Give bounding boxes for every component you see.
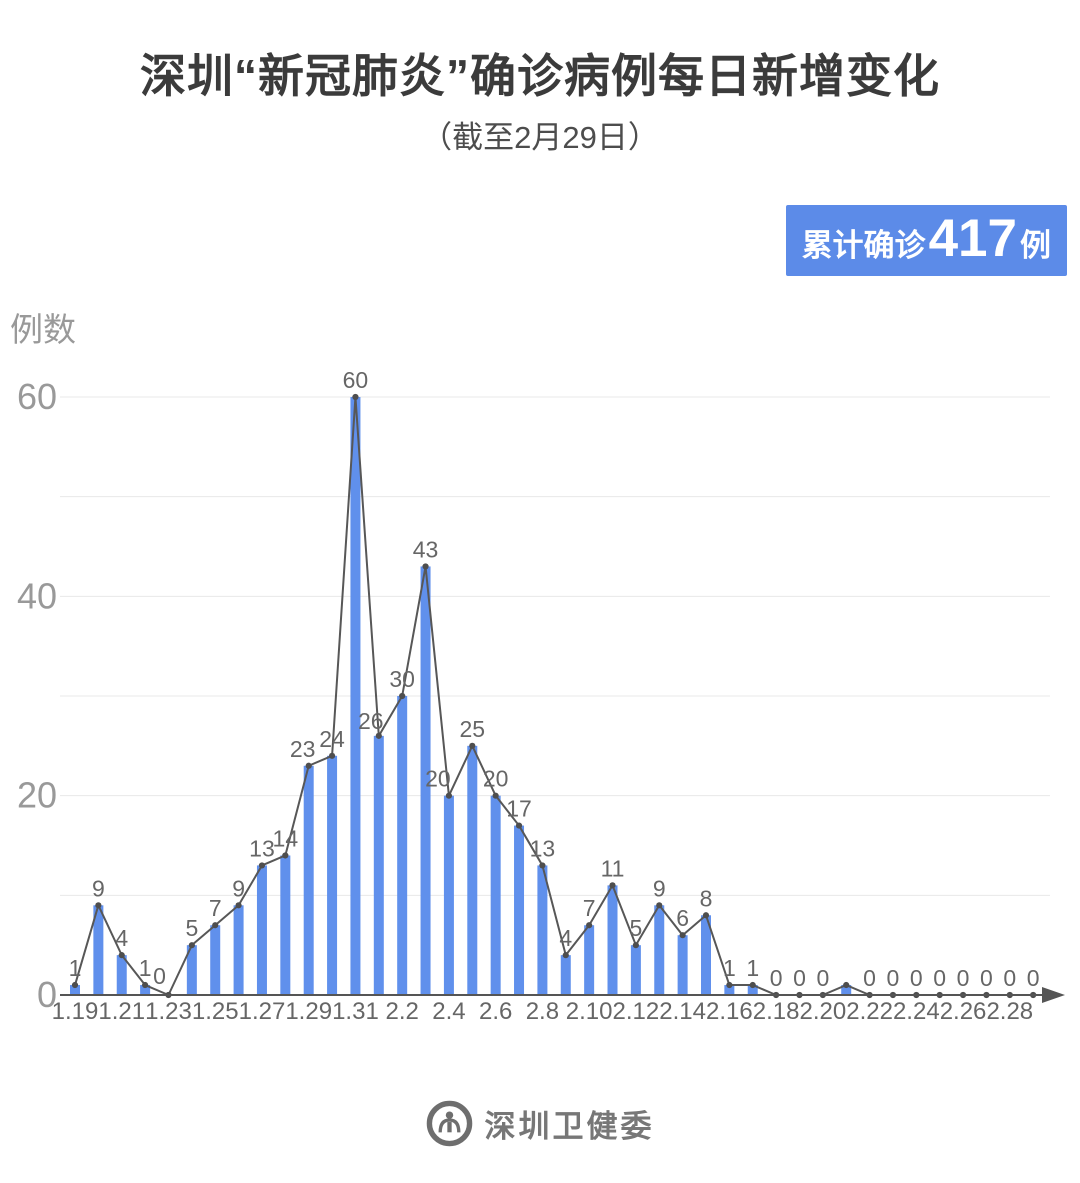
gridlines bbox=[60, 396, 1050, 896]
y-axis-title: 例数 bbox=[10, 311, 76, 348]
svg-text:13: 13 bbox=[249, 835, 275, 861]
svg-text:2.22: 2.22 bbox=[846, 998, 893, 1025]
svg-text:1: 1 bbox=[69, 955, 82, 981]
x-axis bbox=[60, 987, 1065, 1003]
svg-text:2.8: 2.8 bbox=[526, 998, 559, 1025]
page-subtitle: （截至2月29日） bbox=[421, 120, 659, 155]
badge-suffix-label: 例 bbox=[1020, 228, 1051, 263]
svg-text:9: 9 bbox=[92, 875, 105, 901]
svg-text:6: 6 bbox=[676, 905, 689, 931]
svg-text:2.18: 2.18 bbox=[753, 998, 800, 1025]
svg-text:2.14: 2.14 bbox=[659, 998, 706, 1025]
svg-text:1.31: 1.31 bbox=[332, 998, 379, 1025]
svg-text:0: 0 bbox=[793, 965, 806, 991]
svg-text:2.2: 2.2 bbox=[385, 998, 418, 1025]
svg-text:7: 7 bbox=[209, 895, 222, 921]
svg-text:1: 1 bbox=[723, 955, 736, 981]
bars bbox=[70, 397, 852, 995]
page-title: 深圳“新冠肺炎”确诊病例每日新增变化 bbox=[140, 50, 940, 102]
svg-text:0: 0 bbox=[1003, 965, 1016, 991]
svg-text:0: 0 bbox=[863, 965, 876, 991]
svg-text:20: 20 bbox=[425, 766, 451, 792]
svg-text:1.21: 1.21 bbox=[98, 998, 145, 1025]
svg-text:2.26: 2.26 bbox=[940, 998, 987, 1025]
badge-total-value: 417 bbox=[928, 209, 1017, 268]
svg-text:0: 0 bbox=[1027, 965, 1040, 991]
svg-text:17: 17 bbox=[506, 796, 532, 822]
svg-text:60: 60 bbox=[17, 376, 57, 417]
svg-text:0: 0 bbox=[933, 965, 946, 991]
svg-text:1.23: 1.23 bbox=[145, 998, 192, 1025]
svg-text:2.16: 2.16 bbox=[706, 998, 753, 1025]
svg-text:11: 11 bbox=[601, 855, 625, 881]
svg-text:0: 0 bbox=[770, 965, 783, 991]
svg-text:40: 40 bbox=[17, 575, 57, 616]
svg-text:2.4: 2.4 bbox=[432, 998, 465, 1025]
svg-text:2.10: 2.10 bbox=[566, 998, 613, 1025]
svg-text:30: 30 bbox=[389, 666, 415, 692]
szhc-logo-icon bbox=[426, 1100, 472, 1147]
svg-text:8: 8 bbox=[700, 885, 713, 911]
svg-text:2.12: 2.12 bbox=[613, 998, 660, 1025]
svg-text:4: 4 bbox=[559, 925, 572, 951]
svg-text:14: 14 bbox=[273, 825, 299, 851]
svg-text:0: 0 bbox=[153, 963, 166, 989]
svg-text:7: 7 bbox=[583, 895, 596, 921]
svg-text:9: 9 bbox=[653, 875, 666, 901]
svg-text:9: 9 bbox=[232, 875, 245, 901]
svg-text:5: 5 bbox=[629, 915, 642, 941]
svg-text:1.29: 1.29 bbox=[285, 998, 332, 1025]
svg-text:2.24: 2.24 bbox=[893, 998, 940, 1025]
svg-text:4: 4 bbox=[115, 925, 128, 951]
cumulative-total-badge: 累计确诊 417 例 bbox=[785, 205, 1067, 276]
svg-text:1: 1 bbox=[139, 955, 152, 981]
svg-text:1.19: 1.19 bbox=[52, 998, 99, 1025]
svg-text:25: 25 bbox=[459, 716, 485, 742]
svg-text:20: 20 bbox=[17, 775, 57, 816]
svg-text:26: 26 bbox=[358, 708, 384, 734]
svg-text:13: 13 bbox=[530, 835, 556, 861]
footer: 深圳卫健委 bbox=[0, 1100, 1080, 1147]
svg-text:2.28: 2.28 bbox=[986, 998, 1033, 1025]
badge-prefix-label: 累计确诊 bbox=[801, 228, 926, 263]
footer-brand-name: 深圳卫健委 bbox=[484, 1109, 655, 1144]
svg-text:0: 0 bbox=[957, 965, 970, 991]
svg-text:0: 0 bbox=[887, 965, 900, 991]
x-tick-labels: 1.19 1.21 1.23 1.25 1.27 1.29 1.31 2.2 2.4 2.6 2.8… bbox=[52, 998, 1034, 1025]
svg-text:0: 0 bbox=[910, 965, 923, 991]
svg-text:60: 60 bbox=[343, 367, 369, 393]
svg-text:20: 20 bbox=[483, 766, 509, 792]
svg-text:0: 0 bbox=[816, 965, 829, 991]
svg-text:1: 1 bbox=[746, 955, 759, 981]
svg-text:2.20: 2.20 bbox=[799, 998, 846, 1025]
svg-text:0: 0 bbox=[37, 974, 57, 1015]
svg-text:1.27: 1.27 bbox=[239, 998, 286, 1025]
svg-text:2.6: 2.6 bbox=[479, 998, 512, 1025]
svg-text:23: 23 bbox=[290, 736, 316, 762]
svg-text:0: 0 bbox=[980, 965, 993, 991]
svg-text:24: 24 bbox=[319, 726, 345, 752]
svg-text:1.25: 1.25 bbox=[192, 998, 239, 1025]
svg-text:5: 5 bbox=[185, 915, 198, 941]
y-tick-labels: 0 20 40 60 bbox=[17, 376, 57, 1015]
svg-text:43: 43 bbox=[413, 536, 439, 562]
